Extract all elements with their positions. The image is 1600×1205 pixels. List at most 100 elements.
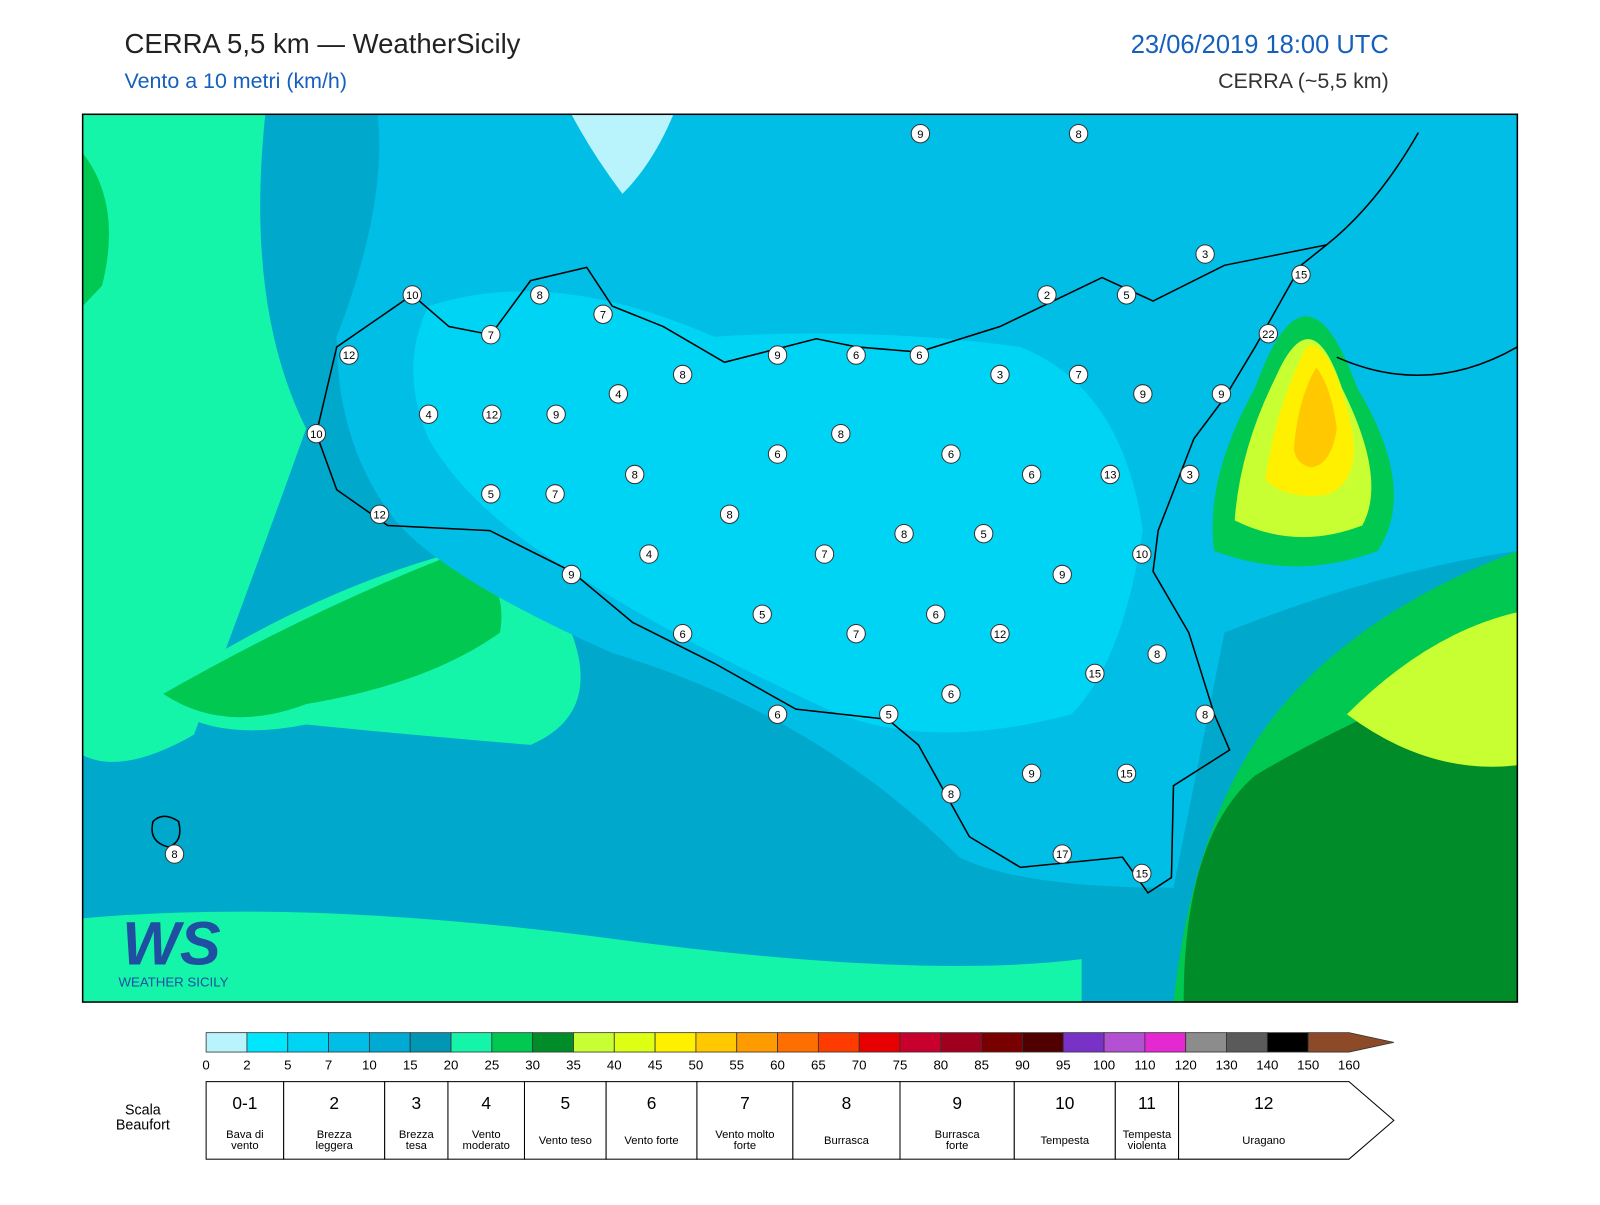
beaufort-force: 6 [647, 1093, 657, 1113]
station-value: 15 [1136, 869, 1148, 881]
station-value: 9 [568, 570, 574, 582]
beaufort-name: Tempesta [1040, 1134, 1090, 1147]
colorbar-segment [613, 1032, 656, 1053]
beaufort-name: Vento teso [538, 1134, 592, 1147]
station-value: 7 [821, 549, 827, 561]
logo-mark: WS [122, 909, 221, 977]
station-value: 5 [488, 489, 494, 501]
colorbar-segment [858, 1032, 901, 1053]
station-marker [1085, 663, 1105, 684]
beaufort-name-box: Vento teso [538, 1134, 592, 1147]
map-frame [81, 113, 1519, 1003]
colorbar-segment [940, 1032, 983, 1053]
station-marker [593, 304, 613, 324]
station-marker [941, 444, 961, 464]
colorbar-tick-label: 65 [811, 1057, 826, 1072]
station-value: 9 [1029, 769, 1035, 781]
colorbar-segment [695, 1032, 738, 1053]
beaufort-cell [792, 1081, 901, 1160]
station-marker [846, 345, 866, 365]
colorbar-tick-label: 90 [1015, 1057, 1030, 1072]
beaufort-name-box: Uragano [1242, 1135, 1285, 1146]
colorbar-tick-label: 10 [362, 1057, 377, 1072]
beaufort-name: Brezza tesa [398, 1128, 434, 1153]
logo-text: WEATHER SICILY [118, 975, 228, 990]
station-marker [546, 404, 566, 424]
colorbar-tick-label: 70 [852, 1057, 867, 1072]
station-value: 8 [632, 470, 638, 482]
station-value: 6 [948, 689, 954, 701]
beaufort-name: Brezza leggera [315, 1128, 353, 1153]
colorbar-tick-label: 50 [689, 1057, 704, 1072]
colorbar-segment [532, 1032, 574, 1053]
colorbar-segment [450, 1032, 493, 1053]
station-marker [990, 623, 1010, 644]
beaufort-force: 3 [412, 1093, 422, 1113]
field [163, 556, 502, 718]
station-marker [1195, 704, 1215, 724]
station-value: 4 [615, 389, 621, 401]
station-marker [752, 604, 772, 624]
beaufort-force: 2 [329, 1093, 339, 1113]
beaufort-name: Burrasca forte [934, 1128, 980, 1153]
station-marker [339, 345, 359, 365]
station-marker [879, 704, 899, 724]
colorbar-tick-label: 5 [284, 1057, 291, 1072]
station-value: 9 [553, 409, 559, 421]
beaufort-name-box: Vento forte [624, 1134, 679, 1147]
colorbar-tick-label: 2 [243, 1057, 250, 1072]
subtitle: Vento a 10 metri (km/h) [124, 69, 346, 93]
coastline [315, 244, 1328, 894]
beaufort-name: Vento forte [624, 1134, 679, 1147]
station-marker [894, 523, 914, 544]
station-marker [1116, 763, 1137, 784]
colorbar-tick-label: 80 [933, 1057, 948, 1072]
station-marker [481, 484, 501, 504]
beaufort-label: Scala Beaufort [115, 1102, 170, 1133]
station-value: 9 [774, 350, 780, 362]
station-value: 6 [853, 350, 859, 362]
station-marker [719, 504, 740, 524]
station-value: 15 [1295, 270, 1307, 282]
station-value: 8 [1202, 709, 1208, 721]
field [571, 114, 674, 194]
beaufort-name: Bava di vento [226, 1128, 264, 1153]
station-marker [482, 404, 502, 424]
colorbar-tick-label: 7 [325, 1057, 332, 1072]
colorbar-tick-label: 40 [607, 1057, 622, 1072]
station-value: 6 [774, 449, 780, 461]
station-marker [481, 325, 501, 345]
station-marker [846, 623, 866, 644]
colorbar: 0 2 5 7 10 15 20 25 30 35 40 45 50 55 60 65 70 75 80 85 90 95… [202, 1032, 1394, 1072]
beaufort-name-box: Bava di vento [226, 1128, 264, 1153]
station-value: 12 [994, 629, 1006, 641]
colorbar-segment [1062, 1032, 1105, 1053]
colorbar-tick-label: 0 [202, 1057, 209, 1072]
beaufort-force: 0-1 [232, 1093, 257, 1113]
station-marker [1116, 285, 1137, 305]
station-marker [306, 423, 327, 444]
station-marker [767, 444, 788, 464]
colorbar-tick-label: 75 [893, 1057, 908, 1072]
station-value: 12 [486, 409, 498, 421]
station-marker [545, 484, 565, 504]
beaufort-cell [1178, 1081, 1395, 1160]
station-marker [909, 345, 930, 365]
colorbar-tick-label: 120 [1175, 1057, 1197, 1072]
station-marker [1100, 464, 1120, 485]
station-marker [767, 345, 788, 365]
station-value: 9 [1218, 389, 1224, 401]
colorbar-tick-label: 130 [1215, 1057, 1237, 1072]
station-value: 8 [680, 370, 686, 382]
station-marker [1052, 844, 1072, 864]
beaufort-force: 9 [952, 1093, 962, 1113]
station-marker [608, 384, 629, 404]
colorbar-segment [1266, 1032, 1309, 1053]
station-value: 6 [774, 709, 780, 721]
station-value: 5 [886, 709, 892, 721]
colorbar-segment [817, 1032, 860, 1053]
station-value: 8 [726, 509, 732, 521]
station-value: 3 [997, 370, 1003, 382]
station-value: 8 [948, 789, 954, 801]
station-marker [941, 684, 961, 704]
